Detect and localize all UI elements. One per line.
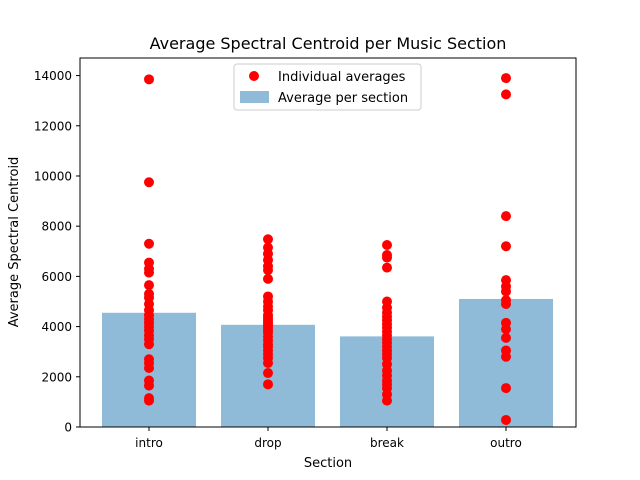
point-outro-10 [501, 324, 511, 335]
y-tick-label: 2000 [41, 370, 72, 384]
y-tick-label: 10000 [34, 169, 72, 183]
point-outro-13 [501, 351, 511, 362]
legend-label-individual-averages: Individual averages [278, 70, 406, 85]
x-axis-label: Section [304, 456, 352, 471]
point-drop-6 [263, 273, 273, 284]
point-outro-6 [501, 286, 511, 297]
legend-label-average-per-section: Average per section [278, 91, 408, 106]
point-outro-14 [501, 383, 511, 394]
y-tick-label: 8000 [41, 220, 72, 234]
point-intro-5 [144, 267, 154, 278]
plot-frame [79, 57, 577, 428]
point-break-2 [382, 252, 392, 263]
point-intro-25 [144, 395, 154, 406]
point-intro-6 [144, 280, 154, 291]
point-drop-28 [263, 379, 273, 390]
point-intro-1 [144, 177, 154, 188]
x-tick-label: intro [135, 436, 163, 450]
point-outro-15 [501, 414, 511, 425]
y-tick-label: 12000 [34, 119, 72, 133]
point-outro-0 [501, 73, 511, 84]
point-intro-18 [144, 339, 154, 350]
point-intro-2 [144, 238, 154, 249]
chart-title: Average Spectral Centroid per Music Sect… [150, 34, 507, 53]
x-axis: intro drop break outro [135, 427, 522, 450]
x-tick-label: drop [254, 436, 281, 450]
point-break-0 [382, 240, 392, 251]
point-intro-21 [144, 363, 154, 374]
point-intro-23 [144, 380, 154, 391]
point-outro-11 [501, 332, 511, 343]
y-axis-label: Average Spectral Centroid [7, 157, 22, 328]
y-axis: 0 2000 4000 6000 8000 10000 12000 14000 [34, 69, 80, 435]
points-layer [144, 73, 511, 425]
point-intro-0 [144, 74, 154, 85]
point-drop-27 [263, 368, 273, 379]
legend-marker-average-per-section [240, 91, 269, 103]
point-drop-5 [263, 265, 273, 276]
legend: Individual averages Average per section [233, 63, 422, 111]
point-break-3 [382, 262, 392, 273]
point-drop-0 [263, 234, 273, 245]
point-outro-1 [501, 89, 511, 100]
point-drop-26 [263, 357, 273, 368]
y-tick-label: 14000 [34, 69, 72, 83]
y-tick-label: 0 [64, 421, 72, 435]
x-tick-label: outro [490, 436, 522, 450]
point-outro-8 [501, 299, 511, 309]
legend-frame [233, 63, 422, 111]
point-outro-2 [501, 211, 511, 222]
y-tick-label: 6000 [41, 270, 72, 284]
legend-marker-individual-averages [249, 71, 259, 81]
x-tick-label: break [370, 436, 404, 450]
y-tick-label: 4000 [41, 320, 72, 334]
point-outro-3 [501, 241, 511, 252]
point-break-26 [382, 395, 392, 406]
